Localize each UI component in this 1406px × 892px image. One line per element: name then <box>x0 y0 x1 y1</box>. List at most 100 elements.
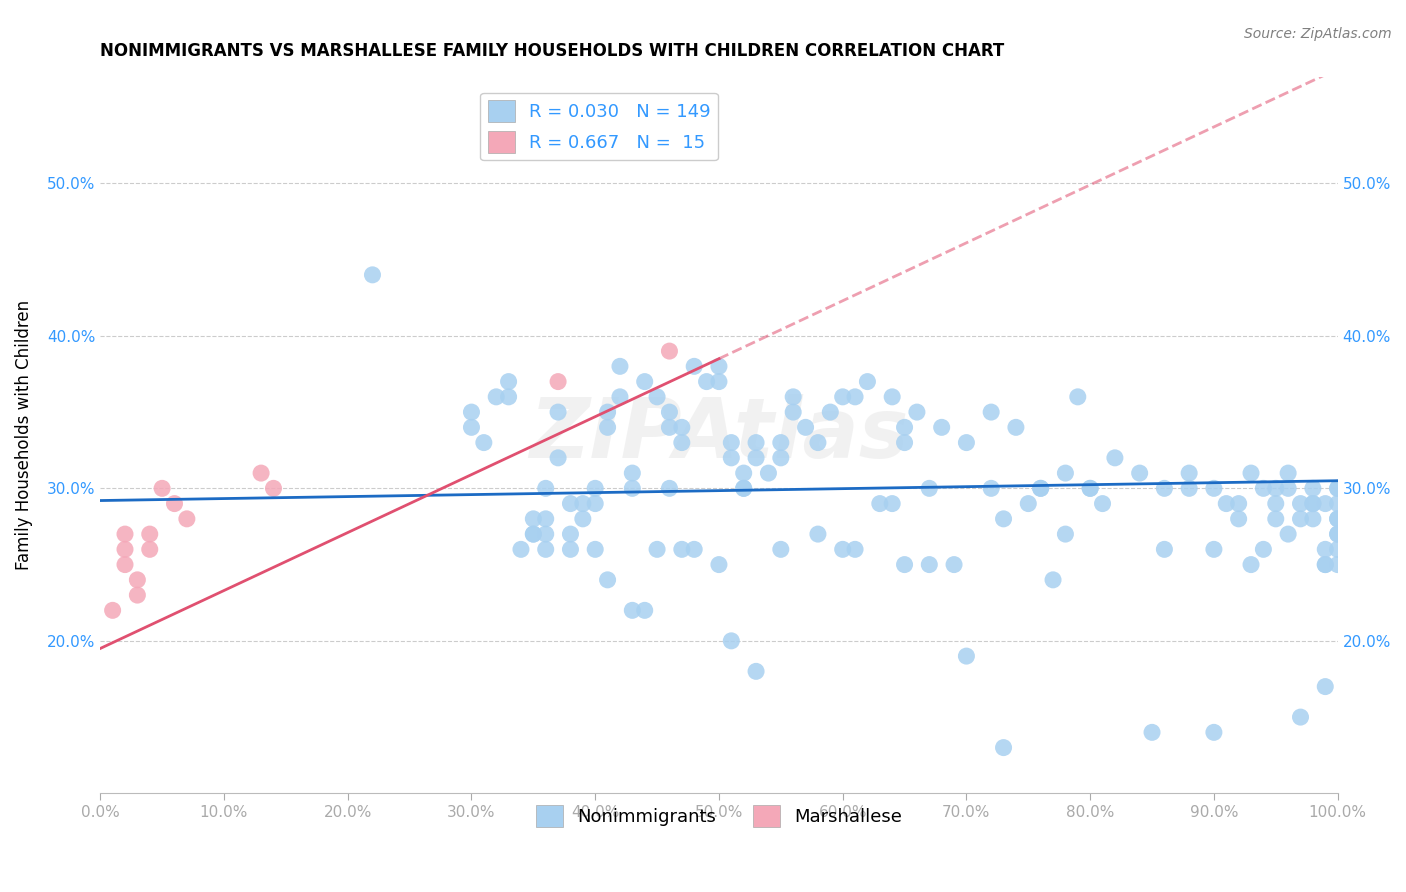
Point <box>1302 497 1324 511</box>
Point <box>794 420 817 434</box>
Point <box>522 527 544 541</box>
Y-axis label: Family Households with Children: Family Households with Children <box>15 300 32 570</box>
Point <box>1017 497 1039 511</box>
Point <box>534 481 557 495</box>
Point <box>609 390 631 404</box>
Point <box>645 390 668 404</box>
Point <box>1326 558 1348 572</box>
Point <box>918 481 941 495</box>
Point <box>1326 527 1348 541</box>
Point <box>869 497 891 511</box>
Point <box>139 527 162 541</box>
Point <box>707 558 730 572</box>
Point <box>1202 542 1225 557</box>
Text: ZIPAtlas: ZIPAtlas <box>529 394 908 475</box>
Point <box>1326 481 1348 495</box>
Point <box>1264 512 1286 526</box>
Point <box>1289 512 1312 526</box>
Point <box>831 390 853 404</box>
Point <box>583 481 606 495</box>
Point <box>127 588 149 602</box>
Point <box>671 420 693 434</box>
Point <box>634 603 657 617</box>
Point <box>621 603 644 617</box>
Point <box>980 405 1002 419</box>
Point <box>1277 481 1299 495</box>
Point <box>560 527 582 541</box>
Point <box>1178 481 1201 495</box>
Point <box>114 527 136 541</box>
Point <box>720 450 742 465</box>
Point <box>163 497 186 511</box>
Point <box>758 466 780 480</box>
Point <box>918 558 941 572</box>
Point <box>769 435 792 450</box>
Point <box>534 542 557 557</box>
Point <box>856 375 879 389</box>
Point <box>807 435 830 450</box>
Point <box>683 542 706 557</box>
Point <box>1277 466 1299 480</box>
Point <box>1029 481 1052 495</box>
Point <box>1289 497 1312 511</box>
Point <box>634 375 657 389</box>
Point <box>882 497 904 511</box>
Point <box>460 420 482 434</box>
Point <box>1315 497 1337 511</box>
Point <box>1029 481 1052 495</box>
Point <box>1078 481 1101 495</box>
Point <box>1104 450 1126 465</box>
Point <box>745 450 768 465</box>
Point <box>114 558 136 572</box>
Point <box>720 633 742 648</box>
Point <box>609 359 631 374</box>
Point <box>1227 497 1250 511</box>
Point <box>560 542 582 557</box>
Point <box>583 497 606 511</box>
Point <box>621 466 644 480</box>
Point <box>1227 512 1250 526</box>
Point <box>1078 481 1101 495</box>
Point <box>263 481 285 495</box>
Point <box>114 542 136 557</box>
Point <box>658 405 681 419</box>
Point <box>1153 481 1175 495</box>
Point <box>658 420 681 434</box>
Point <box>745 435 768 450</box>
Point <box>955 649 977 664</box>
Point <box>931 420 953 434</box>
Point <box>1315 680 1337 694</box>
Point <box>1054 466 1077 480</box>
Point <box>905 405 928 419</box>
Point <box>522 512 544 526</box>
Point <box>893 435 915 450</box>
Point <box>596 420 619 434</box>
Point <box>1202 481 1225 495</box>
Point <box>658 344 681 359</box>
Point <box>1326 481 1348 495</box>
Legend: Nonimmigrants, Marshallese: Nonimmigrants, Marshallese <box>529 798 910 835</box>
Point <box>893 558 915 572</box>
Point <box>745 665 768 679</box>
Point <box>893 420 915 434</box>
Text: NONIMMIGRANTS VS MARSHALLESE FAMILY HOUSEHOLDS WITH CHILDREN CORRELATION CHART: NONIMMIGRANTS VS MARSHALLESE FAMILY HOUS… <box>100 42 1004 60</box>
Point <box>150 481 173 495</box>
Text: Source: ZipAtlas.com: Source: ZipAtlas.com <box>1244 27 1392 41</box>
Point <box>993 740 1015 755</box>
Point <box>820 405 842 419</box>
Point <box>844 542 866 557</box>
Point <box>733 481 755 495</box>
Point <box>596 573 619 587</box>
Point <box>658 481 681 495</box>
Point <box>583 542 606 557</box>
Point <box>993 512 1015 526</box>
Point <box>844 390 866 404</box>
Point <box>1326 497 1348 511</box>
Point <box>1054 527 1077 541</box>
Point <box>1302 512 1324 526</box>
Point <box>560 497 582 511</box>
Point <box>547 375 569 389</box>
Point <box>1289 710 1312 724</box>
Point <box>707 359 730 374</box>
Point <box>621 481 644 495</box>
